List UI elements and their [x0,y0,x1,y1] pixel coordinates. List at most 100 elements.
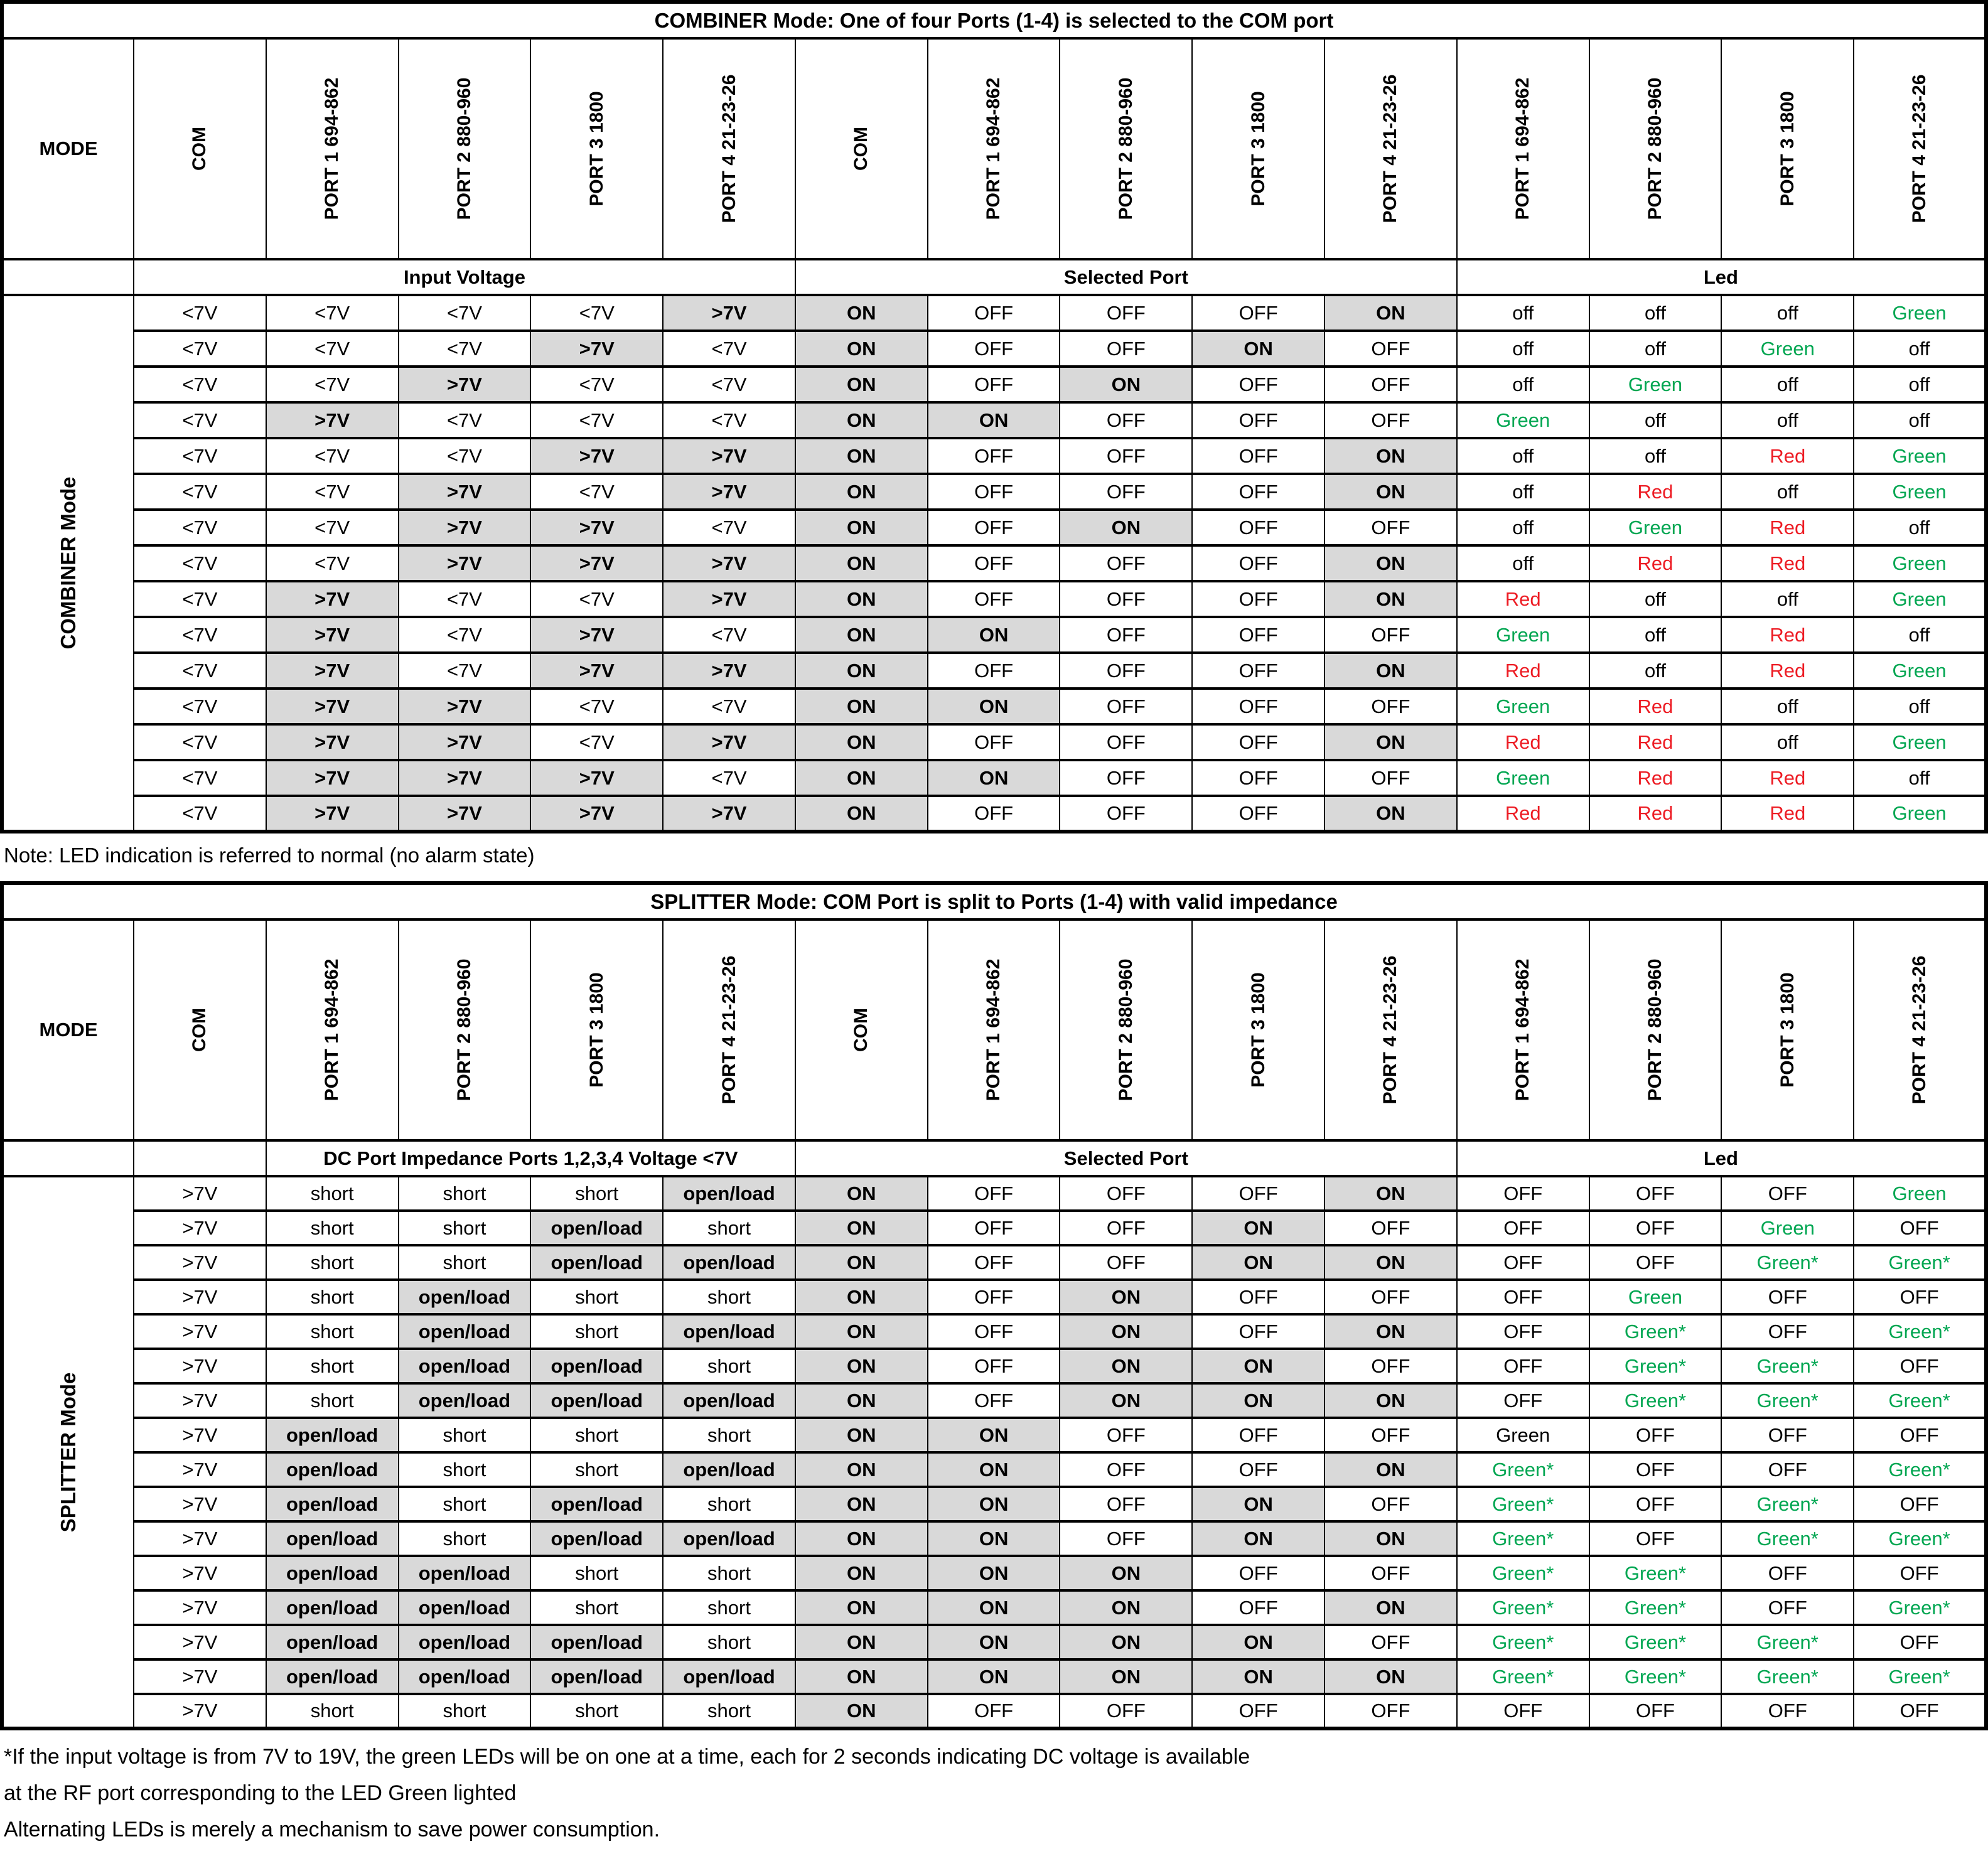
impedance-cell: short [265,1382,399,1419]
input-voltage-cell: <7V [133,365,267,404]
input-voltage-cell: <7V [133,294,267,332]
led-cell: Green [1853,723,1987,761]
selected-port-cell: OFF [927,1693,1061,1730]
led-cell: Green [1853,651,1987,690]
selected-port-cell: ON [794,1658,928,1695]
selected-port-cell: OFF [927,508,1061,547]
impedance-cell: >7V [133,1589,267,1626]
selected-port-cell: ON [794,1693,928,1730]
led-cell: Red [1588,723,1722,761]
input-voltage-cell: <7V [133,795,267,833]
selected-port-cell: ON [1191,1209,1326,1246]
input-voltage-cell: <7V [662,616,796,654]
selected-port-cell: OFF [1059,687,1193,726]
column-header: PORT 3 1800 [1191,37,1326,260]
selected-port-cell: OFF [927,723,1061,761]
column-header-label: PORT 3 1800 [1247,91,1269,206]
input-voltage-cell: <7V [662,687,796,726]
selected-port-cell: ON [927,1624,1061,1661]
selected-port-cell: OFF [927,1348,1061,1385]
led-cell: off [1721,580,1855,618]
led-cell: off [1588,616,1722,654]
input-voltage-cell: <7V [265,330,399,368]
input-voltage-cell: <7V [397,651,532,690]
led-cell: Red [1588,687,1722,726]
column-header: COM [794,918,928,1142]
led-cell: Red [1588,544,1722,582]
led-cell: Green* [1588,1589,1722,1626]
subheader-empty [1,258,134,296]
led-cell: Green* [1721,1382,1855,1419]
column-header: PORT 3 1800 [530,918,664,1142]
selected-port-cell: ON [1191,1382,1326,1419]
column-header: PORT 2 880-960 [397,37,532,260]
column-header-label: PORT 1 694-862 [321,958,343,1101]
selected-port-cell: OFF [927,544,1061,582]
impedance-cell: >7V [133,1693,267,1730]
column-header-label: COM [851,127,872,171]
selected-port-cell: ON [1324,1313,1458,1350]
led-cell: Green* [1456,1451,1590,1488]
input-voltage-cell: >7V [265,759,399,797]
led-cell: Green [1853,1175,1987,1212]
led-cell: Green [1721,1209,1855,1246]
led-cell: off [1456,330,1590,368]
impedance-cell: open/load [530,1348,664,1385]
impedance-cell: open/load [397,1624,532,1661]
column-header: PORT 2 880-960 [1588,918,1722,1142]
selected-port-cell: ON [927,1520,1061,1557]
led-cell: OFF [1853,1693,1987,1730]
led-cell: OFF [1853,1209,1987,1246]
column-header-label: PORT 2 880-960 [1115,77,1136,220]
column-header-label: PORT 4 21-23-26 [718,955,739,1105]
input-voltage-cell: <7V [133,723,267,761]
column-header-label: PORT 4 21-23-26 [1380,955,1401,1105]
selected-port-cell: ON [1324,580,1458,618]
selected-port-cell: ON [794,795,928,833]
led-cell: Red [1721,616,1855,654]
selected-port-cell: OFF [1324,1348,1458,1385]
led-cell: Green [1853,580,1987,618]
selected-port-cell: OFF [1191,580,1326,618]
selected-port-cell: ON [794,1175,928,1212]
impedance-cell: short [397,1417,532,1454]
led-cell: Green* [1588,1624,1722,1661]
selected-port-cell: ON [794,294,928,332]
column-header-label: PORT 4 21-23-26 [1908,74,1930,223]
selected-port-cell: OFF [1191,1589,1326,1626]
led-cell: Green* [1588,1658,1722,1695]
input-voltage-cell: >7V [265,401,399,439]
selected-port-cell: OFF [1191,544,1326,582]
selected-port-cell: OFF [1324,1693,1458,1730]
impedance-cell: short [662,1624,796,1661]
selected-port-cell: OFF [1059,759,1193,797]
input-voltage-cell: <7V [133,508,267,547]
column-header: PORT 3 1800 [1721,37,1855,260]
led-cell: Green* [1853,1451,1987,1488]
selected-port-cell: ON [1059,1382,1193,1419]
led-cell: Green* [1456,1589,1590,1626]
splitter-title: SPLITTER Mode: COM Port is split to Port… [1,882,1987,921]
led-cell: off [1456,544,1590,582]
input-voltage-cell: <7V [133,616,267,654]
led-cell: OFF [1721,1313,1855,1350]
input-voltage-cell: <7V [133,580,267,618]
input-voltage-cell: >7V [662,795,796,833]
selected-port-cell: OFF [1324,759,1458,797]
selected-port-cell: OFF [1191,687,1326,726]
impedance-cell: short [265,1244,399,1281]
selected-port-cell: OFF [1191,1451,1326,1488]
led-cell: OFF [1853,1624,1987,1661]
column-header-label: COM [189,127,210,171]
input-voltage-cell: >7V [265,651,399,690]
impedance-cell: short [662,1209,796,1246]
led-cell: Green* [1721,1520,1855,1557]
input-voltage-cell: <7V [265,544,399,582]
impedance-cell: open/load [397,1382,532,1419]
mode-label: COMBINER Mode [1,294,134,833]
selected-port-cell: ON [927,1451,1061,1488]
impedance-cell: open/load [530,1382,664,1419]
led-cell: OFF [1853,1348,1987,1385]
column-header-label: PORT 2 880-960 [1115,958,1136,1101]
group-header: Input Voltage [133,258,796,296]
